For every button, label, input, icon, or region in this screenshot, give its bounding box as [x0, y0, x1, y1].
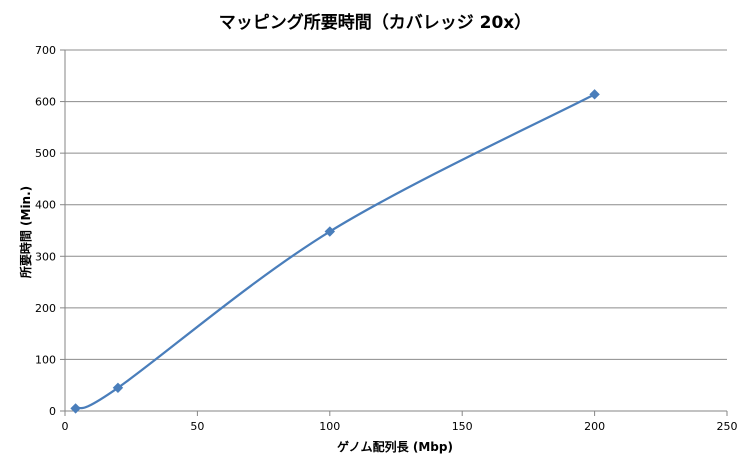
y-tick-label: 700 [35, 44, 56, 57]
gridlines [65, 49, 727, 360]
x-tick-label: 200 [584, 420, 605, 433]
y-tick-label: 200 [35, 302, 56, 315]
data-point-marker [112, 382, 124, 394]
y-tick-label: 300 [35, 250, 56, 263]
y-tick-label: 600 [35, 96, 56, 109]
x-tick-label: 100 [319, 420, 340, 433]
axes [60, 49, 728, 416]
y-tick-label: 500 [35, 147, 56, 160]
x-tick-label: 250 [717, 420, 738, 433]
tick-labels: 0 100 200 300 400 500 600 700 0 50 100 150 200 250 [35, 44, 738, 433]
data-point-marker [324, 226, 336, 237]
chart-title: マッピング所要時間（カバレッジ 20x） [219, 12, 532, 33]
data-point-marker [589, 89, 600, 100]
series-line [75, 93, 596, 410]
x-tick-label: 150 [452, 420, 473, 433]
y-tick-label: 0 [49, 405, 56, 418]
x-axis-title: ゲノム配列長 (Mbp) [337, 439, 453, 454]
y-tick-label: 100 [35, 353, 56, 366]
data-point-marker [70, 403, 81, 414]
x-tick-label: 50 [190, 420, 204, 433]
y-tick-label: 400 [35, 199, 56, 212]
series [70, 89, 600, 414]
x-tick-label: 0 [62, 420, 69, 433]
y-axis-title: 所要時間 (Min.) [18, 186, 33, 278]
